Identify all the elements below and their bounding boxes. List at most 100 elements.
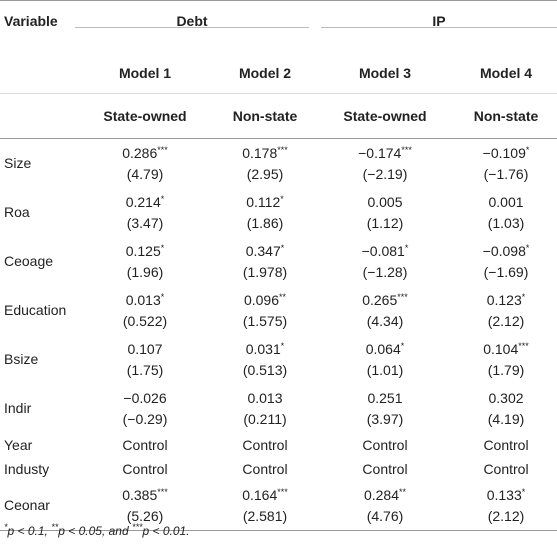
coefficient-value: −0.026 <box>123 389 167 406</box>
table-row: Education 0.013* (0.522) 0.096** (1.575) 0.26… <box>0 286 557 335</box>
table-cell: 0.265*** (4.34) <box>315 286 455 335</box>
table-row: Indir −0.026 (−0.29) 0.013 (0.211) 0.251 (3.97… <box>0 384 557 433</box>
table-cell: 0.133* (2.12) <box>455 481 557 531</box>
significance-stars: * <box>521 486 526 497</box>
t-statistic: (1.12) <box>366 214 404 231</box>
t-statistic: (3.97) <box>366 410 404 427</box>
table-cell: 0.005 (1.12) <box>315 188 455 237</box>
table-cell: 0.302 (4.19) <box>455 384 557 433</box>
coefficient-value: Control <box>362 436 408 453</box>
table-cell: 0.286*** (4.79) <box>75 139 215 189</box>
coefficient-value: 0.112 <box>246 193 281 210</box>
coefficient: 0.123* <box>455 290 557 311</box>
coefficient-value: 0.107 <box>127 340 163 357</box>
table-cell: 0.214* (3.47) <box>75 188 215 237</box>
variable-name: Education <box>4 302 67 318</box>
significance-stars: * <box>525 144 530 155</box>
coefficient-value: 0.286 <box>122 144 158 161</box>
coefficient-value: Control <box>122 460 168 477</box>
coefficient-value: 0.013 <box>247 389 283 406</box>
table-cell: Control <box>215 457 315 481</box>
coefficient: Control <box>215 459 315 480</box>
t-statistic: (0.211) <box>243 410 287 427</box>
table-cell: 0.125* (1.96) <box>75 237 215 286</box>
coefficient-value: 0.214 <box>125 193 161 210</box>
table-row: Year Control Control Control Control <box>0 433 557 457</box>
table-cell: −0.081* (−1.28) <box>315 237 455 286</box>
significance-stars: * <box>525 242 530 253</box>
coefficient-value: 0.064 <box>365 340 401 357</box>
table-row: Size 0.286*** (4.79) 0.178*** (2.95) −0.174**… <box>0 139 557 189</box>
t-statistic: (0.513) <box>242 361 288 378</box>
coefficient: 0.286*** <box>75 143 215 164</box>
model-header: Model 2 <box>215 53 315 94</box>
coefficient: 0.302 <box>455 388 557 409</box>
table-cell: 0.164*** (2.581) <box>215 481 315 531</box>
variable-name: Roa <box>4 204 30 220</box>
t-statistic: (−1.69) <box>483 263 529 280</box>
significance-stars: *** <box>518 340 529 351</box>
coefficient-value: 0.385 <box>122 486 158 503</box>
t-statistic: (0.522) <box>122 312 168 329</box>
table-cell: 0.001 (1.03) <box>455 188 557 237</box>
coefficient-value: Control <box>362 460 408 477</box>
table-cell: 0.064* (1.01) <box>315 335 455 384</box>
coefficient-value: −0.098 <box>482 242 526 259</box>
t-statistic: (2.12) <box>487 507 525 524</box>
ownership-header: State-owned <box>75 93 215 139</box>
coefficient-value: −0.109 <box>482 144 526 161</box>
t-statistic: (1.75) <box>126 361 164 378</box>
table-cell: 0.107 (1.75) <box>75 335 215 384</box>
coefficient-value: 0.302 <box>488 389 524 406</box>
table-cell: −0.026 (−0.29) <box>75 384 215 433</box>
coefficient: 0.112* <box>215 192 315 213</box>
footnote-stars: * <box>4 522 8 532</box>
table-row: Roa 0.214* (3.47) 0.112* (1.86) 0.005 (1.12) 0.… <box>0 188 557 237</box>
table-cell: 0.284** (4.76) <box>315 481 455 531</box>
coefficient-value: 0.005 <box>367 193 403 210</box>
significance-stars: ** <box>399 486 407 497</box>
table-cell: Control <box>215 433 315 457</box>
coefficient: Control <box>215 435 315 456</box>
coefficient-value: 0.096 <box>243 291 280 308</box>
significance-stars: * <box>404 242 409 253</box>
coefficient-value: 0.104 <box>483 340 519 357</box>
significance-stars: ** <box>279 291 287 302</box>
coefficient-value: 0.347 <box>245 242 281 259</box>
coefficient-value: −0.081 <box>361 242 405 259</box>
column-header: Variable <box>0 0 75 53</box>
model-header: Model 1 <box>75 53 215 94</box>
t-statistic: (1.79) <box>487 361 525 378</box>
significance-stars: *** <box>401 144 412 155</box>
variable-name: Industy <box>4 460 50 477</box>
coefficient: 0.265*** <box>315 290 455 311</box>
t-statistic: (−1.76) <box>483 165 529 182</box>
coefficient: Control <box>315 459 455 480</box>
ownership-header: Non-state <box>455 93 557 139</box>
significance-stars: * <box>160 193 165 204</box>
t-statistic: (1.03) <box>487 214 525 231</box>
coefficient: 0.096** <box>215 290 315 311</box>
t-statistic: (2.12) <box>487 312 525 329</box>
coefficient: 0.001 <box>455 192 557 213</box>
significance-stars: * <box>521 291 526 302</box>
significance-stars: * <box>280 242 285 253</box>
coefficient: 0.064* <box>315 339 455 360</box>
coefficient-value: Control <box>242 460 288 477</box>
t-statistic: (4.19) <box>487 410 525 427</box>
footnote-stars: ** <box>51 522 59 532</box>
coefficient-value: 0.031 <box>245 340 281 357</box>
coefficient: 0.013 <box>215 388 315 409</box>
group-header: Debt <box>75 1 309 29</box>
table-cell: Control <box>455 433 557 457</box>
t-statistic: (−0.29) <box>122 410 168 427</box>
coefficient-value: Control <box>483 460 529 477</box>
coefficient: Control <box>315 435 455 456</box>
footnote-text: p < 0.05, and <box>58 524 132 538</box>
coefficient-value: Control <box>122 436 168 453</box>
coefficient-value: 0.125 <box>125 242 161 259</box>
table-cell: 0.013 (0.211) <box>215 384 315 433</box>
coefficient-value: 0.013 <box>125 291 161 308</box>
coefficient: 0.125* <box>75 241 215 262</box>
